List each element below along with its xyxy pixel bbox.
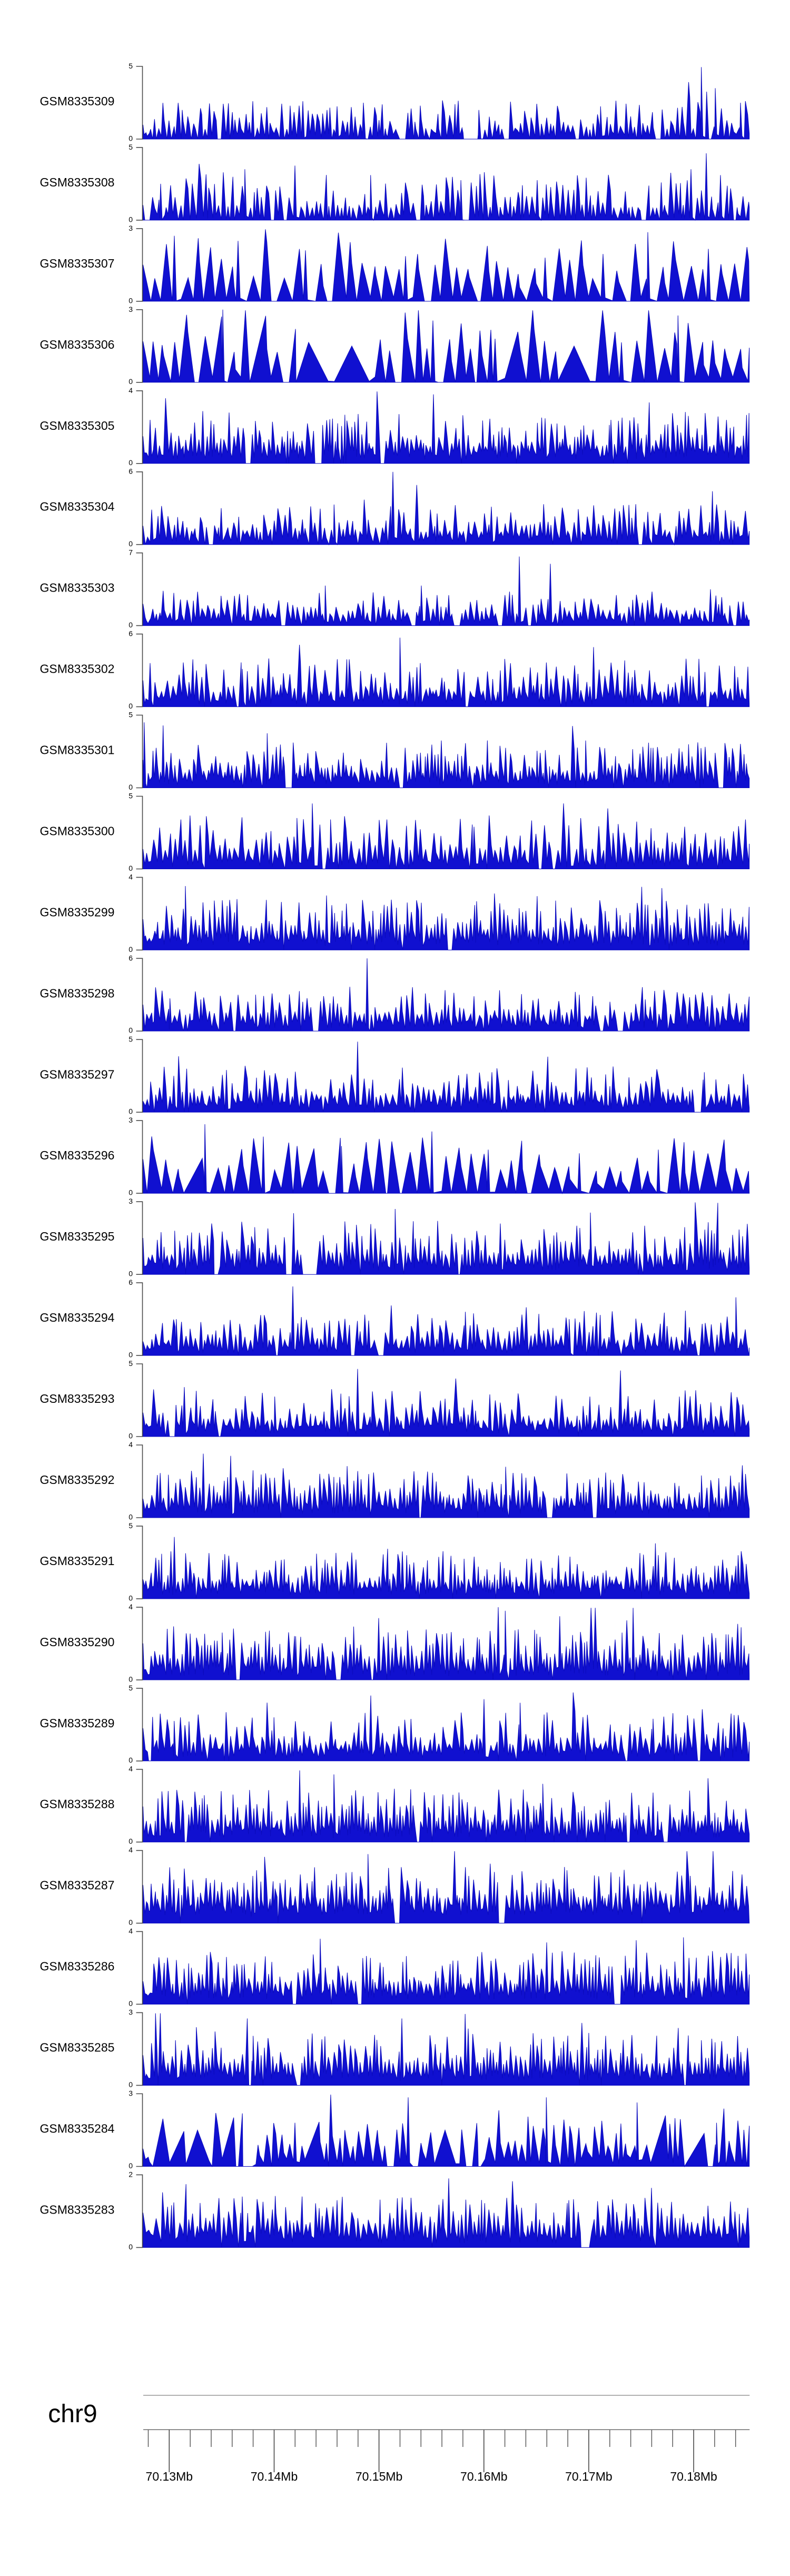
svg-text:4: 4 bbox=[129, 1440, 133, 1449]
svg-text:2: 2 bbox=[129, 2170, 133, 2178]
svg-text:5: 5 bbox=[129, 143, 133, 151]
svg-text:GSM8335307: GSM8335307 bbox=[40, 257, 115, 270]
svg-text:0: 0 bbox=[129, 1756, 133, 1764]
svg-text:GSM8335298: GSM8335298 bbox=[40, 986, 115, 1000]
svg-text:3: 3 bbox=[129, 224, 133, 232]
svg-text:0: 0 bbox=[129, 1918, 133, 1926]
svg-text:0: 0 bbox=[129, 1675, 133, 1683]
svg-text:GSM8335303: GSM8335303 bbox=[40, 581, 115, 595]
svg-text:7: 7 bbox=[129, 548, 133, 557]
svg-text:70.16Mb: 70.16Mb bbox=[460, 2470, 508, 2483]
svg-text:GSM8335293: GSM8335293 bbox=[40, 1392, 115, 1405]
svg-text:4: 4 bbox=[129, 1765, 133, 1773]
svg-text:3: 3 bbox=[129, 2089, 133, 2098]
svg-text:0: 0 bbox=[129, 864, 133, 872]
svg-text:70.14Mb: 70.14Mb bbox=[251, 2470, 298, 2483]
svg-text:3: 3 bbox=[129, 2008, 133, 2017]
svg-text:3: 3 bbox=[129, 305, 133, 313]
svg-text:0: 0 bbox=[129, 1999, 133, 2008]
svg-text:GSM8335284: GSM8335284 bbox=[40, 2122, 115, 2136]
svg-text:GSM8335299: GSM8335299 bbox=[40, 905, 115, 919]
svg-text:70.15Mb: 70.15Mb bbox=[355, 2470, 403, 2483]
svg-text:70.18Mb: 70.18Mb bbox=[670, 2470, 717, 2483]
svg-text:0: 0 bbox=[129, 1512, 133, 1521]
svg-text:5: 5 bbox=[129, 1359, 133, 1368]
svg-text:0: 0 bbox=[129, 783, 133, 791]
svg-text:chr9: chr9 bbox=[48, 2400, 97, 2428]
svg-text:0: 0 bbox=[129, 945, 133, 953]
svg-text:3: 3 bbox=[129, 1116, 133, 1124]
svg-text:0: 0 bbox=[129, 1188, 133, 1197]
svg-text:GSM8335300: GSM8335300 bbox=[40, 824, 115, 838]
svg-text:GSM8335296: GSM8335296 bbox=[40, 1148, 115, 1162]
svg-text:5: 5 bbox=[129, 1521, 133, 1530]
svg-text:GSM8335283: GSM8335283 bbox=[40, 2203, 115, 2216]
svg-text:5: 5 bbox=[129, 792, 133, 800]
svg-text:70.17Mb: 70.17Mb bbox=[565, 2470, 613, 2483]
svg-text:3: 3 bbox=[129, 1197, 133, 1205]
svg-text:GSM8335297: GSM8335297 bbox=[40, 1067, 115, 1081]
svg-text:0: 0 bbox=[129, 2161, 133, 2170]
svg-text:6: 6 bbox=[129, 1278, 133, 1286]
svg-text:0: 0 bbox=[129, 539, 133, 548]
svg-text:GSM8335301: GSM8335301 bbox=[40, 743, 115, 757]
svg-text:4: 4 bbox=[129, 1846, 133, 1854]
svg-text:GSM8335288: GSM8335288 bbox=[40, 1797, 115, 1811]
svg-text:GSM8335295: GSM8335295 bbox=[40, 1230, 115, 1243]
svg-text:0: 0 bbox=[129, 2243, 133, 2251]
svg-text:0: 0 bbox=[129, 458, 133, 467]
svg-text:GSM8335286: GSM8335286 bbox=[40, 1960, 115, 1973]
svg-text:4: 4 bbox=[129, 1927, 133, 1935]
svg-text:4: 4 bbox=[129, 386, 133, 395]
svg-text:0: 0 bbox=[129, 621, 133, 629]
svg-text:0: 0 bbox=[129, 1431, 133, 1440]
svg-text:5: 5 bbox=[129, 711, 133, 719]
svg-text:6: 6 bbox=[129, 953, 133, 962]
svg-text:GSM8335289: GSM8335289 bbox=[40, 1716, 115, 1730]
svg-text:5: 5 bbox=[129, 62, 133, 70]
svg-text:0: 0 bbox=[129, 1837, 133, 1845]
svg-text:6: 6 bbox=[129, 467, 133, 476]
svg-text:0: 0 bbox=[129, 1026, 133, 1035]
svg-text:GSM8335294: GSM8335294 bbox=[40, 1311, 115, 1324]
svg-text:GSM8335306: GSM8335306 bbox=[40, 338, 115, 351]
svg-text:0: 0 bbox=[129, 1107, 133, 1116]
svg-text:GSM8335309: GSM8335309 bbox=[40, 94, 115, 108]
svg-text:0: 0 bbox=[129, 377, 133, 386]
svg-text:0: 0 bbox=[129, 1594, 133, 1602]
svg-text:0: 0 bbox=[129, 1270, 133, 1278]
svg-text:0: 0 bbox=[129, 702, 133, 710]
svg-text:GSM8335290: GSM8335290 bbox=[40, 1635, 115, 1649]
svg-text:GSM8335305: GSM8335305 bbox=[40, 419, 115, 432]
svg-text:GSM8335287: GSM8335287 bbox=[40, 1879, 115, 1892]
svg-text:0: 0 bbox=[129, 1351, 133, 1359]
svg-text:GSM8335302: GSM8335302 bbox=[40, 662, 115, 676]
svg-text:GSM8335292: GSM8335292 bbox=[40, 1473, 115, 1487]
svg-text:0: 0 bbox=[129, 2080, 133, 2089]
svg-text:GSM8335304: GSM8335304 bbox=[40, 500, 115, 514]
svg-text:5: 5 bbox=[129, 1684, 133, 1692]
svg-text:0: 0 bbox=[129, 215, 133, 223]
svg-text:5: 5 bbox=[129, 1035, 133, 1043]
svg-text:0: 0 bbox=[129, 134, 133, 142]
svg-text:4: 4 bbox=[129, 872, 133, 881]
svg-text:4: 4 bbox=[129, 1602, 133, 1611]
svg-text:GSM8335308: GSM8335308 bbox=[40, 175, 115, 189]
svg-text:GSM8335285: GSM8335285 bbox=[40, 2041, 115, 2054]
svg-text:70.13Mb: 70.13Mb bbox=[146, 2470, 193, 2483]
svg-text:0: 0 bbox=[129, 296, 133, 304]
svg-text:GSM8335291: GSM8335291 bbox=[40, 1554, 115, 1568]
svg-text:6: 6 bbox=[129, 630, 133, 638]
